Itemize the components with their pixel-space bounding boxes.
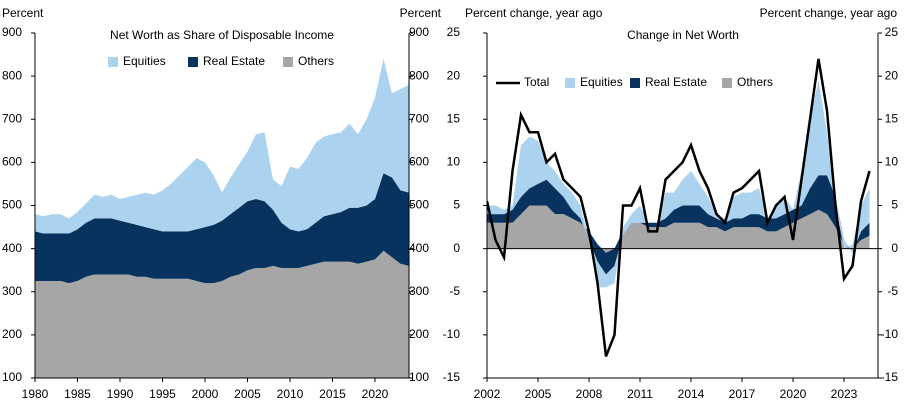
- y-tick-label: 200: [2, 327, 22, 341]
- area: [35, 173, 409, 284]
- x-tick-label: 1980: [22, 387, 49, 401]
- y-tick-label: -10: [443, 327, 461, 341]
- x-tick-label: 2008: [576, 387, 603, 401]
- y-tick-label-right: 700: [409, 111, 429, 125]
- x-tick-label: 2005: [525, 387, 552, 401]
- y-tick-label-right: 800: [409, 68, 429, 82]
- y-axis-title-right: Percent change, year ago: [760, 6, 898, 20]
- legend-label: Equities: [123, 54, 166, 68]
- y-tick-label-right: 500: [409, 198, 429, 212]
- plot-area: [35, 58, 409, 378]
- y-tick-label: 20: [447, 68, 461, 82]
- y-tick-label: 600: [2, 155, 22, 169]
- y-tick-label-right: 0: [891, 241, 898, 255]
- y-tick-label-right: -5: [887, 284, 898, 298]
- y-tick-label: 300: [2, 284, 22, 298]
- y-tick-label-right: 600: [409, 155, 429, 169]
- y-tick-label-right: 900: [409, 25, 429, 39]
- x-tick-label: 2002: [474, 387, 501, 401]
- legend-label: Total: [524, 75, 549, 89]
- y-tick-label: -5: [449, 284, 460, 298]
- legend-label: Others: [298, 54, 334, 68]
- y-tick-label-right: 25: [885, 25, 899, 39]
- y-tick-label: 25: [447, 25, 461, 39]
- legend-label: Equities: [580, 75, 623, 89]
- x-tick-label: 2023: [831, 387, 858, 401]
- y-tick-label-right: 5: [891, 198, 898, 212]
- area: [35, 250, 409, 378]
- y-tick-label-right: 15: [885, 111, 899, 125]
- x-tick-label: 2014: [678, 387, 705, 401]
- x-tick-label: 2017: [729, 387, 756, 401]
- y-axis-title: Percent: [2, 6, 44, 20]
- y-tick-label: 10: [447, 155, 461, 169]
- legend-label: Others: [737, 75, 773, 89]
- y-tick-label-right: 20: [885, 68, 899, 82]
- area: [35, 58, 409, 234]
- y-tick-label-right: 200: [409, 327, 429, 341]
- y-tick-label: 0: [453, 241, 460, 255]
- line: [487, 58, 871, 357]
- x-tick-label: 2020: [362, 387, 389, 401]
- legend-swatch: [283, 57, 293, 67]
- chart-title: Net Worth as Share of Disposable Income: [110, 28, 334, 42]
- chart-title: Change in Net Worth: [627, 28, 739, 42]
- y-tick-label-right: 300: [409, 284, 429, 298]
- y-axis-title-right: Percent: [400, 6, 442, 20]
- plot-area: [487, 58, 871, 357]
- x-tick-label: 1985: [64, 387, 91, 401]
- y-tick-label-right: 10: [885, 155, 899, 169]
- y-axis-title: Percent change, year ago: [465, 6, 603, 20]
- legend-swatch: [188, 57, 198, 67]
- y-tick-label-right: -15: [881, 370, 899, 384]
- legend-swatch: [630, 78, 640, 88]
- x-tick-label: 2015: [319, 387, 346, 401]
- x-tick-label: 2000: [192, 387, 219, 401]
- y-tick-label: 900: [2, 25, 22, 39]
- y-tick-label: 5: [453, 198, 460, 212]
- x-tick-label: 1990: [107, 387, 134, 401]
- y-tick-label: 15: [447, 111, 461, 125]
- y-tick-label-right: -10: [881, 327, 899, 341]
- y-tick-label-right: 100: [409, 370, 429, 384]
- legend-swatch: [722, 78, 732, 88]
- area: [487, 205, 870, 253]
- x-tick-label: 2010: [277, 387, 304, 401]
- x-tick-label: 2020: [780, 387, 807, 401]
- y-tick-label: 400: [2, 241, 22, 255]
- x-tick-label: 1995: [149, 387, 176, 401]
- legend-label: Real Estate: [645, 75, 707, 89]
- y-tick-label-right: 400: [409, 241, 429, 255]
- legend-label: Real Estate: [203, 54, 265, 68]
- x-tick-label: 2005: [234, 387, 261, 401]
- area: [487, 80, 870, 288]
- y-tick-label: 800: [2, 68, 22, 82]
- y-tick-label: 100: [2, 370, 22, 384]
- y-tick-label: 500: [2, 198, 22, 212]
- legend-swatch: [565, 78, 575, 88]
- x-tick-label: 2011: [627, 387, 653, 401]
- y-tick-label: -15: [443, 370, 461, 384]
- y-tick-label: 700: [2, 111, 22, 125]
- legend-swatch: [108, 57, 118, 67]
